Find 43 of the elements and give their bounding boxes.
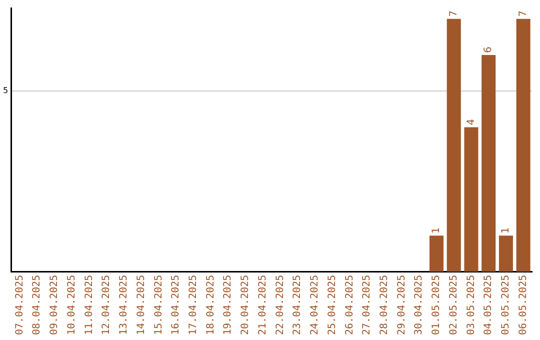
bar (482, 54, 496, 272)
bar (446, 18, 461, 272)
x-tick-label: 13.04.2025 (118, 274, 130, 336)
x-tick-label: 16.04.2025 (170, 274, 182, 336)
bar (464, 127, 478, 272)
data-label: 7 (448, 10, 460, 17)
bar (429, 236, 444, 272)
x-tick-label: 27.04.2025 (362, 274, 373, 336)
x-tick-label: 26.04.2025 (344, 274, 356, 336)
data-label: 6 (483, 46, 494, 53)
x-tick-label: 30.04.2025 (414, 274, 425, 336)
bar (516, 18, 530, 272)
x-tick-label: 17.04.2025 (188, 274, 199, 336)
x-tick-label: 28.04.2025 (379, 274, 390, 336)
data-label: 1 (500, 227, 512, 234)
x-tick-label: 05.05.2025 (500, 274, 512, 336)
x-tick-label: 01.05.2025 (431, 274, 442, 336)
x-tick-label: 04.05.2025 (483, 274, 494, 336)
x-tick-label: 20.04.2025 (240, 274, 252, 336)
x-tick-label: 08.04.2025 (32, 274, 43, 336)
x-tick-label: 25.04.2025 (326, 274, 338, 336)
x-tick-label: 21.04.2025 (257, 274, 268, 336)
y-tick-label: 5 (2, 86, 8, 96)
x-tick-label: 07.04.2025 (14, 274, 26, 336)
data-label: 1 (431, 227, 442, 234)
data-label: 7 (518, 10, 529, 17)
x-tick-label: 29.04.2025 (396, 274, 408, 336)
x-tick-label: 02.05.2025 (448, 274, 460, 336)
x-tick-label: 12.04.2025 (101, 274, 112, 336)
x-tick-label: 09.04.2025 (49, 274, 60, 336)
x-tick-label: 15.04.2025 (153, 274, 164, 336)
x-tick-label: 03.05.2025 (466, 274, 477, 336)
x-tick-label: 24.04.2025 (310, 274, 321, 336)
x-tick-label: 19.04.2025 (222, 274, 234, 336)
x-tick-label: 11.04.2025 (84, 274, 95, 336)
x-tick-label: 18.04.2025 (205, 274, 216, 336)
data-label: 4 (466, 118, 477, 126)
x-tick-label: 06.05.2025 (518, 274, 529, 336)
x-tick-label: 14.04.2025 (136, 274, 147, 336)
x-tick-label: 23.04.2025 (292, 274, 304, 336)
x-tick-label: 22.04.2025 (274, 274, 286, 336)
x-tick-label: 10.04.2025 (66, 274, 78, 336)
bar (498, 236, 513, 272)
